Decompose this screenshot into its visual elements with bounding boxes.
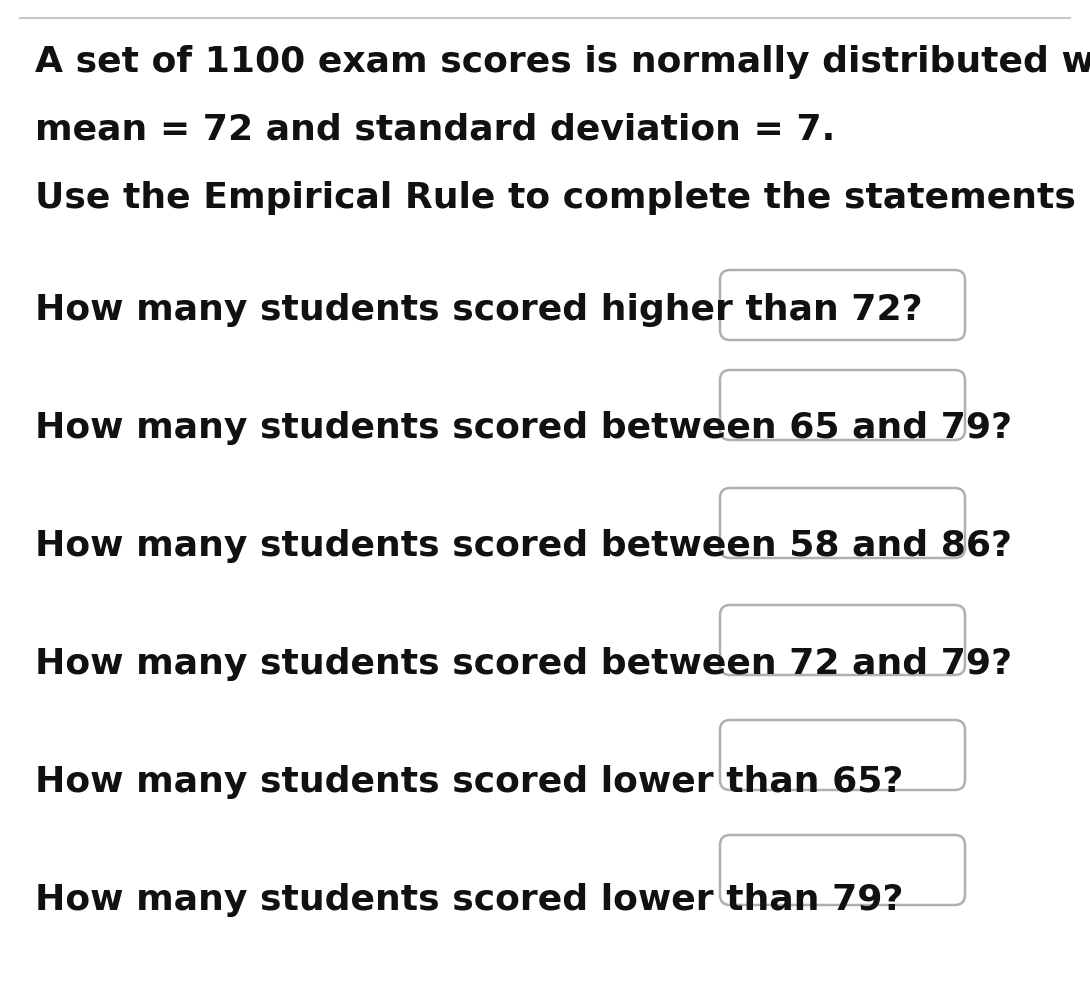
Text: How many students scored between 58 and 86?: How many students scored between 58 and … bbox=[35, 529, 1012, 563]
FancyBboxPatch shape bbox=[720, 370, 965, 440]
Text: How many students scored lower than 79?: How many students scored lower than 79? bbox=[35, 883, 904, 917]
Text: A set of 1100 exam scores is normally distributed with a: A set of 1100 exam scores is normally di… bbox=[35, 45, 1090, 79]
FancyBboxPatch shape bbox=[720, 835, 965, 905]
Text: How many students scored between 65 and 79?: How many students scored between 65 and … bbox=[35, 411, 1013, 445]
Text: How many students scored higher than 72?: How many students scored higher than 72? bbox=[35, 293, 922, 327]
Text: How many students scored between 72 and 79?: How many students scored between 72 and … bbox=[35, 647, 1013, 681]
FancyBboxPatch shape bbox=[720, 488, 965, 558]
Text: How many students scored lower than 65?: How many students scored lower than 65? bbox=[35, 765, 904, 799]
Text: Use the Empirical Rule to complete the statements below.: Use the Empirical Rule to complete the s… bbox=[35, 181, 1090, 215]
FancyBboxPatch shape bbox=[720, 720, 965, 790]
Text: mean = 72 and standard deviation = 7.: mean = 72 and standard deviation = 7. bbox=[35, 113, 835, 147]
FancyBboxPatch shape bbox=[720, 605, 965, 675]
FancyBboxPatch shape bbox=[720, 270, 965, 340]
